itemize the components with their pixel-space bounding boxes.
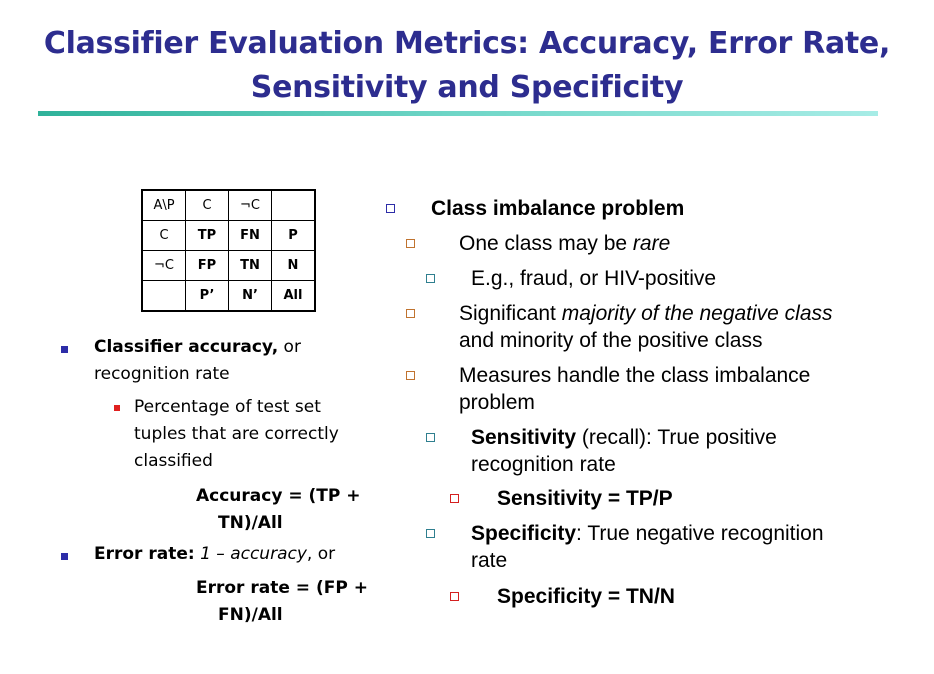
majority-italic: majority of the negative class — [561, 302, 833, 325]
measures-line-1: Measures handle the class imbalance — [459, 364, 811, 387]
percentage-line-3: classified — [134, 451, 213, 471]
table-cell: P — [271, 220, 316, 251]
sensitivity-line-1: Sensitivity (recall): True positive — [471, 424, 777, 451]
accuracy-line-2: recognition rate — [94, 364, 230, 384]
table-row: ¬C FP TN N — [141, 250, 316, 281]
checkbox-bullet-icon — [426, 529, 435, 538]
imbalance-heading: Class imbalance problem — [431, 197, 685, 220]
accuracy-heading: Classifier accuracy, or — [94, 334, 301, 361]
sensitivity-line-2: recognition rate — [471, 453, 616, 476]
checkbox-bullet-icon — [426, 433, 435, 442]
sensitivity-formula: Sensitivity = TP/P — [497, 487, 673, 510]
example-line: E.g., fraud, or HIV-positive — [471, 267, 717, 290]
table-row: A\P C ¬C — [141, 189, 316, 221]
table-cell: ¬C — [228, 189, 272, 221]
slide-title: Classifier Evaluation Metrics: Accuracy,… — [20, 22, 914, 110]
accuracy-formula-line-2: TN)/All — [218, 513, 283, 533]
percentage-line-2: tuples that are correctly — [134, 424, 339, 444]
specificity-definition: : True negative recognition — [576, 522, 824, 545]
checkbox-bullet-icon — [386, 204, 395, 213]
checkbox-bullet-icon — [426, 274, 435, 283]
error-formula-line-1: Error rate = (FP + — [196, 578, 368, 598]
majority-text: Significant — [459, 302, 562, 325]
table-row: P’ N’ All — [141, 280, 316, 312]
rare-text: One class may be — [459, 232, 633, 255]
table-cell: TP — [185, 220, 229, 251]
error-rate-term: Error rate: — [94, 544, 195, 564]
checkbox-bullet-icon — [406, 371, 415, 380]
square-bullet-icon — [61, 346, 68, 353]
specificity-formula: Specificity = TN/N — [497, 585, 675, 608]
table-cell: All — [271, 280, 316, 312]
checkbox-bullet-icon — [406, 239, 415, 248]
majority-line-2: and minority of the positive class — [459, 329, 763, 352]
table-cell: C — [185, 189, 229, 221]
checkbox-bullet-icon — [450, 494, 459, 503]
sensitivity-term: Sensitivity — [471, 426, 577, 449]
table-cell: ¬C — [141, 250, 186, 281]
table-row: C TP FN P — [141, 220, 316, 251]
table-cell: N’ — [228, 280, 272, 312]
square-bullet-icon — [61, 553, 68, 560]
error-formula-line-2: FN)/All — [218, 605, 283, 625]
table-cell: FP — [185, 250, 229, 281]
title-line-2: Sensitivity and Specificity — [250, 70, 684, 105]
red-bullet-icon — [114, 405, 120, 411]
percentage-line-1: Percentage of test set — [134, 397, 321, 417]
error-rate-heading: Error rate: 1 – accuracy, or — [94, 541, 335, 568]
specificity-line-2: rate — [471, 549, 508, 572]
specificity-term: Specificity — [471, 522, 577, 545]
sensitivity-definition: (recall): True positive — [576, 426, 777, 449]
table-cell: P’ — [185, 280, 229, 312]
table-cell: N — [271, 250, 316, 281]
table-cell: C — [141, 220, 186, 251]
rare-word: rare — [632, 232, 671, 255]
table-cell: TN — [228, 250, 272, 281]
title-line-1: Classifier Evaluation Metrics: Accuracy,… — [43, 26, 891, 61]
table-cell: A\P — [141, 189, 186, 221]
table-cell — [271, 189, 316, 221]
accuracy-or: or — [278, 337, 301, 357]
title-underline — [38, 111, 878, 116]
table-cell: FN — [228, 220, 272, 251]
error-rate-or: , or — [306, 544, 336, 564]
rare-line: One class may be rare — [459, 230, 670, 257]
confusion-matrix: A\P C ¬C C TP FN P ¬C FP TN N P’ N’ All — [141, 189, 316, 312]
checkbox-bullet-icon — [450, 592, 459, 601]
specificity-line-1: Specificity: True negative recognition — [471, 520, 824, 547]
table-cell — [141, 280, 186, 312]
checkbox-bullet-icon — [406, 309, 415, 318]
majority-line-1: Significant majority of the negative cla… — [459, 300, 833, 327]
error-rate-definition: 1 – accuracy — [194, 544, 307, 564]
measures-line-2: problem — [459, 391, 535, 414]
accuracy-term: Classifier accuracy, — [94, 337, 279, 357]
accuracy-formula-line-1: Accuracy = (TP + — [196, 486, 361, 506]
